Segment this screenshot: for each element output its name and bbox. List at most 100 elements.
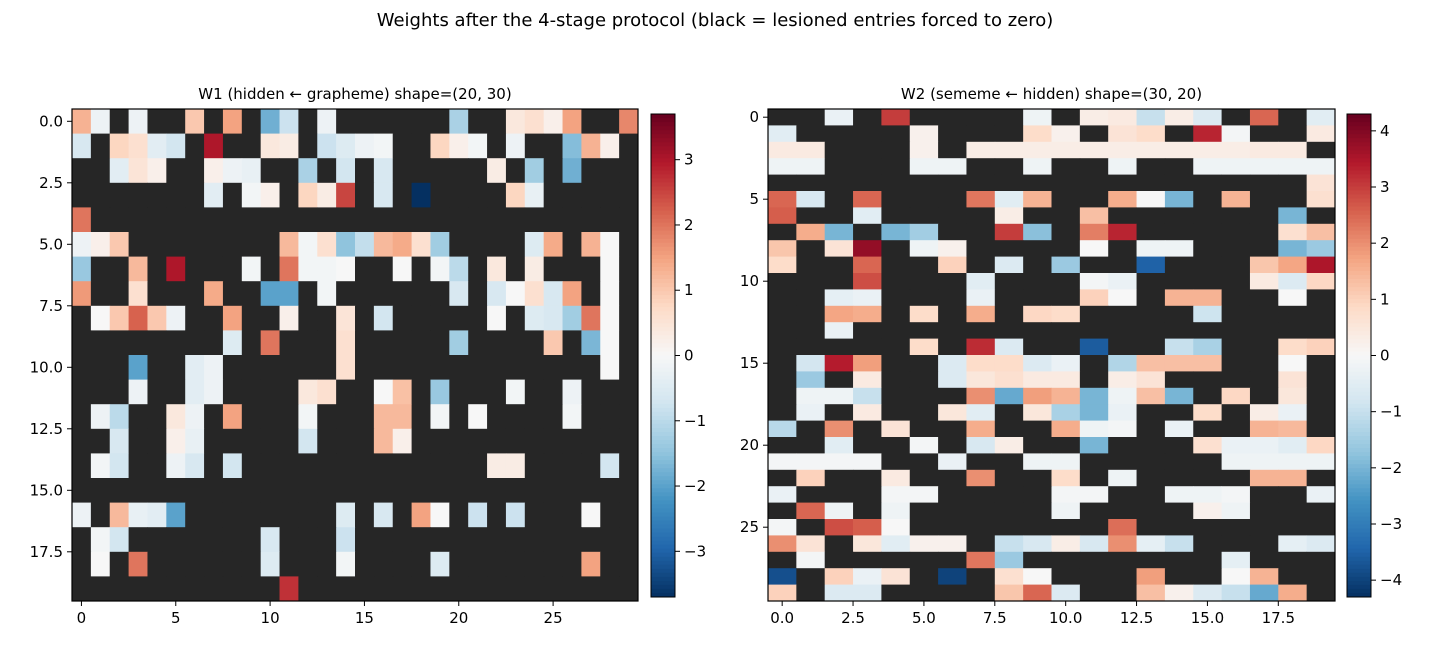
undefined-cell <box>1079 223 1109 241</box>
undefined-cell <box>392 207 412 233</box>
undefined-cell <box>600 305 620 331</box>
undefined-cell <box>204 133 224 159</box>
undefined-colorbar-band <box>651 170 675 175</box>
undefined-cell <box>1249 207 1279 225</box>
undefined-cell <box>1278 568 1308 585</box>
undefined-cell <box>411 256 431 282</box>
undefined-cell <box>824 191 854 208</box>
undefined-cell <box>90 502 111 528</box>
undefined-cell <box>1136 584 1166 602</box>
undefined-cell <box>260 453 280 479</box>
undefined-cell <box>487 478 507 503</box>
undefined-cell <box>853 371 882 389</box>
undefined-cell <box>796 486 826 503</box>
undefined-heatmap: W1 (hidden ← grapheme) shape=(20, 30) 0 5 1… <box>30 85 639 627</box>
undefined-cell <box>355 256 375 282</box>
undefined-cell <box>90 330 111 356</box>
undefined-cell <box>1249 109 1279 126</box>
undefined-cell <box>600 256 620 282</box>
undefined-cell <box>994 551 1024 569</box>
undefined-cell <box>505 281 526 307</box>
undefined-cell <box>768 223 797 241</box>
undefined-colorbar-band <box>651 379 675 385</box>
undefined-cell <box>505 551 526 577</box>
undefined-cell <box>1136 437 1166 454</box>
undefined-cell <box>1221 371 1251 389</box>
undefined-cell <box>619 182 639 208</box>
undefined-cell <box>204 428 224 454</box>
undefined-cell <box>1164 519 1194 536</box>
undefined-xtick-label: 25 <box>544 609 563 627</box>
undefined-cell <box>317 232 337 257</box>
undefined-cell <box>1193 355 1222 372</box>
undefined-cell <box>938 453 967 471</box>
undefined-cell <box>1278 289 1308 307</box>
undefined-cell <box>543 232 563 257</box>
undefined-cell <box>1306 305 1336 323</box>
undefined-cell <box>543 330 563 356</box>
undefined-colorbar-band <box>651 580 675 586</box>
undefined-cell <box>1023 305 1052 323</box>
undefined-cell <box>204 109 224 134</box>
undefined-cell <box>355 158 375 184</box>
undefined-cell <box>430 576 450 602</box>
undefined-cell <box>1164 437 1194 454</box>
undefined-cell <box>1306 486 1336 503</box>
undefined-cell <box>909 322 939 339</box>
undefined-cell <box>824 223 854 241</box>
undefined-cell <box>1306 256 1336 274</box>
undefined-cell <box>260 281 280 307</box>
undefined-cell <box>468 182 488 208</box>
undefined-cell <box>147 109 167 134</box>
undefined-cell <box>468 158 488 184</box>
undefined-cell <box>994 305 1024 323</box>
undefined-cell <box>336 256 356 282</box>
undefined-cell <box>505 355 526 380</box>
undefined-xtick-label: 0 <box>77 609 87 627</box>
undefined-cell <box>260 379 280 405</box>
undefined-cell <box>336 551 356 577</box>
undefined-cell <box>373 478 394 503</box>
undefined-colorbar-band <box>651 371 675 377</box>
undefined-cell <box>72 355 92 380</box>
undefined-title: W1 (hidden ← grapheme) shape=(20, 30) <box>198 85 511 103</box>
undefined-cell <box>166 330 186 356</box>
undefined-cell <box>128 305 148 331</box>
undefined-cell <box>562 330 582 356</box>
undefined-colorbar-band <box>1347 130 1371 135</box>
undefined-cell <box>938 371 967 389</box>
undefined-cell <box>994 568 1024 585</box>
undefined-cell <box>279 256 299 282</box>
undefined-cell <box>824 207 854 225</box>
undefined-cell <box>260 478 280 503</box>
undefined-cell <box>581 453 601 479</box>
undefined-colorbar-band <box>651 134 675 139</box>
undefined-cell <box>222 576 243 602</box>
undefined-cell <box>1136 273 1166 290</box>
undefined-cell <box>768 355 797 372</box>
undefined-cell <box>449 133 469 159</box>
undefined-cell <box>128 256 148 282</box>
undefined-cell <box>298 502 318 528</box>
undefined-colorbar-band <box>651 564 675 570</box>
undefined-cell <box>1221 223 1251 241</box>
undefined-colorbar-band <box>651 351 675 357</box>
undefined-colorbar-band <box>651 500 675 505</box>
undefined-cell <box>222 182 243 208</box>
undefined-cell <box>487 404 507 430</box>
undefined-cell <box>881 109 911 126</box>
undefined-cell <box>411 305 431 331</box>
undefined-cell <box>1023 338 1052 356</box>
undefined-cell <box>824 109 854 126</box>
undefined-cell <box>543 256 563 282</box>
undefined-colorbar-label: −2 <box>684 477 706 495</box>
undefined-cell <box>128 355 148 380</box>
undefined-cell <box>241 551 262 577</box>
undefined-cell <box>1136 191 1166 208</box>
undefined-cell <box>1023 387 1052 405</box>
undefined-cell <box>411 281 431 307</box>
undefined-ytick-label: 0.0 <box>39 112 63 130</box>
undefined-cell <box>1278 191 1308 208</box>
undefined-cell <box>600 182 620 208</box>
undefined-cell <box>909 125 939 143</box>
